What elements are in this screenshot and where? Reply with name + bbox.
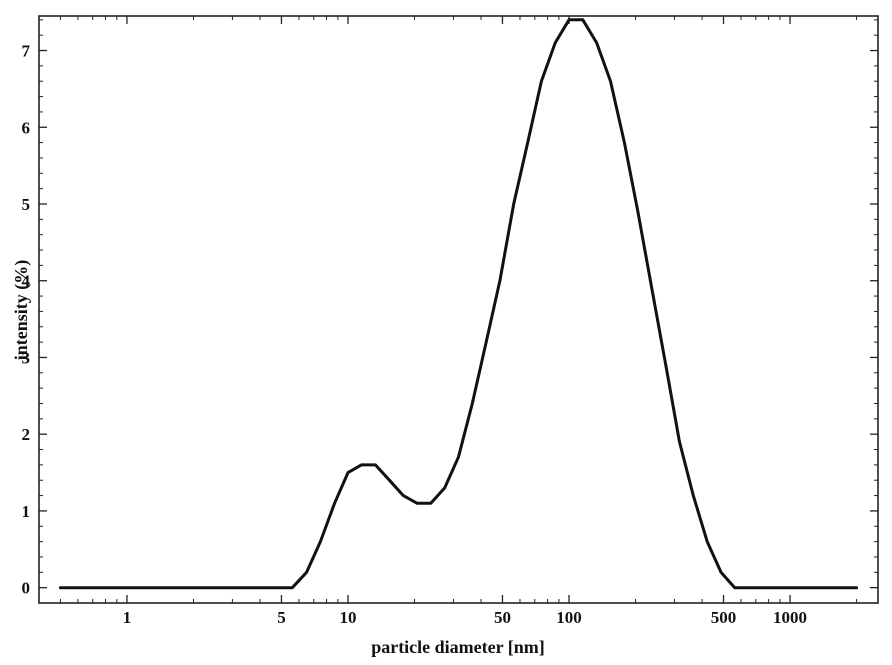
y-tick-label: 6	[22, 118, 31, 137]
x-tick-labels: 1 5 10 50 100 500 1000	[123, 608, 807, 627]
x-tick-label: 50	[494, 608, 511, 627]
y-tick-label: 4	[22, 272, 31, 291]
x-tick-label: 1000	[773, 608, 807, 627]
y-tick-labels: 0 1 2 3 4 5 6 7	[22, 42, 31, 598]
x-axis-label: particle diameter [nm]	[371, 637, 545, 657]
y-axis-label: intensity (%)	[11, 260, 32, 361]
series-layer	[58, 18, 859, 590]
axis-ticks	[38, 16, 878, 604]
x-tick-label: 5	[277, 608, 286, 627]
x-tick-label: 100	[556, 608, 582, 627]
y-tick-label: 5	[22, 195, 31, 214]
y-tick-label: 2	[22, 425, 31, 444]
y-tick-label: 0	[22, 579, 31, 598]
y-tick-label: 3	[22, 348, 31, 367]
x-tick-label: 1	[123, 608, 132, 627]
y-tick-label: 7	[22, 42, 31, 61]
x-tick-label: 10	[339, 608, 356, 627]
plot-frame	[38, 15, 879, 604]
y-tick-label: 1	[22, 502, 31, 521]
x-tick-label: 500	[711, 608, 737, 627]
series-line-0	[58, 18, 859, 590]
